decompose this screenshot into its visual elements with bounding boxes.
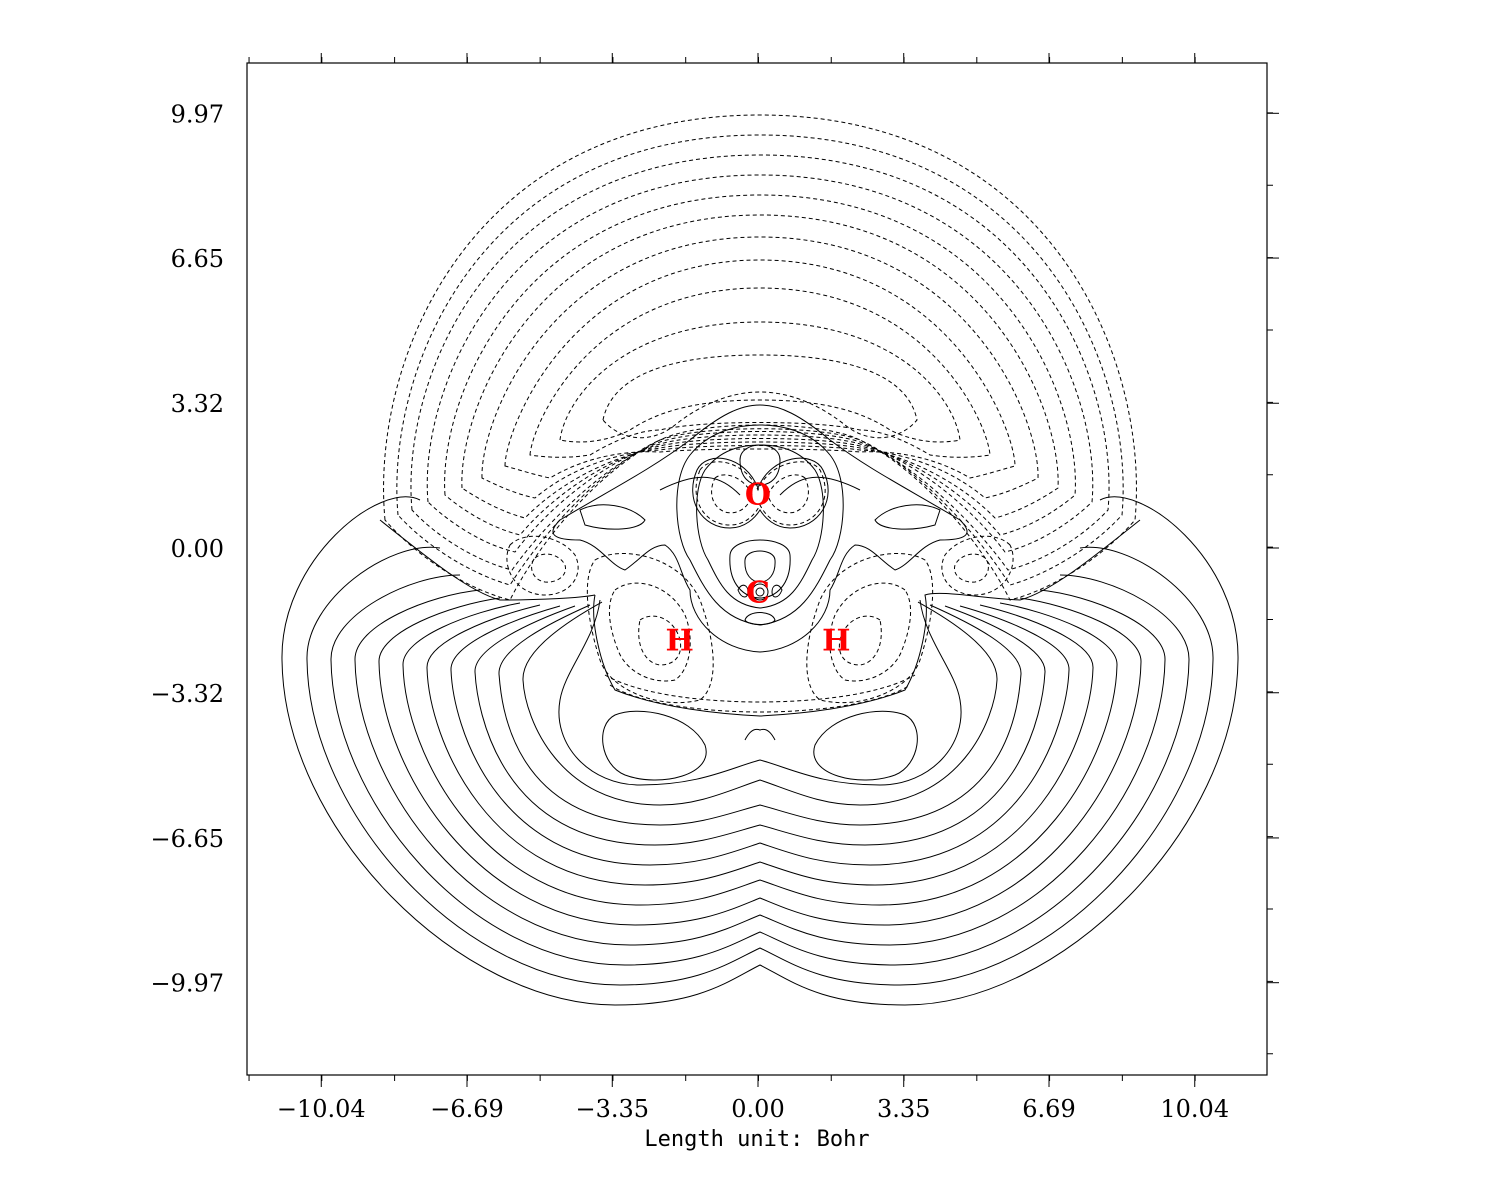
negative-contour	[426, 174, 1094, 553]
atom-label-o: O	[745, 478, 771, 513]
negative-contour	[953, 553, 989, 583]
zero-contour	[552, 404, 968, 653]
x-tick-label: 6.69	[1022, 1095, 1075, 1123]
positive-contour	[813, 710, 918, 781]
negative-contour	[604, 674, 916, 703]
atom-label-h: H	[822, 624, 850, 659]
zero-contour	[1019, 519, 1141, 601]
atom-labels: O C H H	[666, 478, 851, 659]
x-tick-label: 0.00	[731, 1095, 784, 1123]
positive-contour	[306, 546, 1214, 986]
negative-contour	[410, 154, 1110, 571]
negative-contour	[638, 615, 682, 666]
positive-contour	[739, 444, 781, 486]
positive-contour	[579, 504, 646, 530]
positive-contour	[474, 605, 1046, 846]
negative-contour	[531, 553, 567, 583]
positive-contour	[659, 476, 861, 496]
x-tick-label: −10.04	[277, 1095, 366, 1123]
positive-contour	[744, 550, 776, 583]
x-axis-ticks: −10.04 −6.69 −3.35 0.00 3.35 6.69 10.04	[248, 53, 1229, 1123]
y-axis-ticks: 9.97 6.65 3.32 0.00 −3.32 −6.65 −9.97	[150, 100, 1279, 1055]
x-axis-title: Length unit: Bohr	[644, 1127, 869, 1152]
atom-label-h: H	[666, 624, 694, 659]
positive-contour	[676, 424, 844, 626]
negative-contour	[838, 615, 882, 666]
negative-contour	[609, 684, 911, 713]
y-tick-label: 0.00	[171, 535, 224, 563]
positive-contour	[522, 601, 998, 806]
positive-contour	[330, 574, 1190, 966]
x-tick-label: −3.35	[576, 1095, 650, 1123]
positive-contour	[450, 605, 1070, 866]
positive-contour	[744, 612, 776, 625]
negative-contour	[806, 553, 934, 704]
positive-contour	[771, 584, 783, 598]
negative-contour	[767, 474, 809, 514]
negative-contour	[383, 114, 1137, 601]
plot-frame	[246, 62, 1268, 1076]
negative-contour	[941, 535, 1014, 596]
positive-contour	[281, 496, 1239, 1006]
positive-contour	[498, 604, 1022, 826]
zero-contour	[593, 592, 1021, 717]
positive-contour	[354, 589, 1166, 946]
y-tick-label: −6.65	[150, 825, 224, 853]
zero-contour	[379, 519, 596, 601]
y-tick-label: 6.65	[171, 245, 224, 273]
positive-contour	[874, 504, 941, 530]
negative-contour	[529, 287, 991, 458]
negative-contour	[506, 535, 579, 596]
x-tick-label: −6.69	[430, 1095, 504, 1123]
y-tick-label: −3.32	[150, 680, 224, 708]
negative-contour	[504, 259, 1016, 479]
positive-contour	[426, 604, 1094, 886]
negative-contour	[609, 582, 691, 682]
atom-label-c: C	[746, 576, 770, 611]
positive-contour	[558, 599, 962, 786]
positive-contour	[751, 583, 769, 601]
positive-contour	[737, 584, 749, 598]
negative-contour	[711, 474, 753, 514]
negative-contour	[559, 321, 961, 443]
y-tick-label: 3.32	[171, 390, 224, 418]
contour-lines	[281, 114, 1239, 1006]
negative-contour	[396, 134, 1124, 586]
negative-contour	[586, 553, 714, 704]
positive-contour	[744, 728, 776, 741]
negative-contour	[695, 461, 826, 526]
negative-contour	[461, 214, 1059, 519]
positive-contour	[402, 602, 1118, 906]
negative-contour	[444, 194, 1076, 536]
positive-contour	[755, 587, 765, 597]
negative-contour	[829, 582, 911, 682]
y-tick-label: 9.97	[171, 100, 224, 128]
x-tick-label: 3.35	[877, 1095, 930, 1123]
x-tick-label: 10.04	[1160, 1095, 1229, 1123]
zero-contour	[692, 457, 829, 529]
positive-contour	[602, 710, 707, 781]
negative-contour	[481, 236, 1039, 499]
positive-contour	[378, 597, 1142, 926]
y-tick-label: −9.97	[150, 970, 224, 998]
